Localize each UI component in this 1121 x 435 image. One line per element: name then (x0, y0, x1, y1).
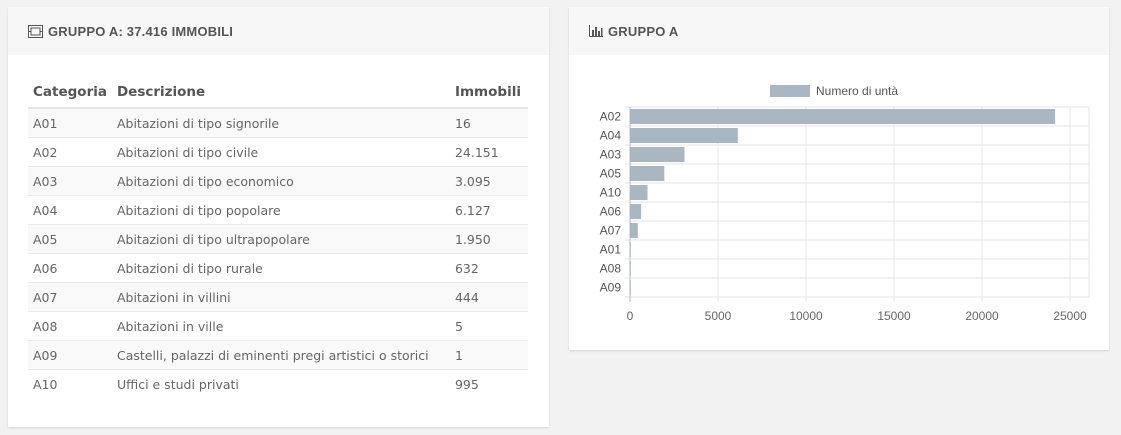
x-tick-label: 5000 (705, 309, 732, 323)
y-tick-label: A04 (600, 129, 622, 143)
cell-description: Abitazioni di tipo rurale (111, 253, 450, 283)
y-tick-label: A01 (600, 243, 622, 257)
cell-description: Abitazioni di tipo signorile (111, 107, 450, 138)
cell-category: A08 (28, 311, 112, 341)
cell-count: 632 (449, 253, 528, 283)
legend-label: Numero di untà (816, 84, 898, 98)
y-tick-label: A06 (600, 205, 622, 219)
chart-card-header: GRUPPO A (569, 7, 1109, 55)
table-row: A10 Uffici e studi privati 995 (28, 369, 528, 398)
table-row: A03 Abitazioni di tipo economico 3.095 (28, 166, 528, 196)
chart-card-title: GRUPPO A (608, 23, 679, 39)
gruppo-a-chart-card: GRUPPO A Numero di untà 0 5000 10000 15000 20… (569, 7, 1109, 350)
y-tick-label: A09 (600, 281, 622, 295)
horizontal-bar-chart: Numero di untà 0 5000 10000 15000 20000 25000 A… (600, 84, 1090, 323)
cell-category: A05 (28, 224, 112, 254)
x-tick-label: 20000 (965, 309, 999, 323)
cell-count: 6.127 (449, 195, 528, 225)
cell-count: 16 (449, 107, 528, 138)
building-icon (28, 24, 43, 38)
cell-description: Abitazioni di tipo economico (111, 166, 450, 196)
bar (630, 166, 665, 181)
cell-category: A07 (28, 282, 112, 312)
immobili-table: Categoria Descrizione Immobili A01 Abita… (28, 77, 528, 398)
cell-description: Abitazioni di tipo civile (111, 137, 450, 167)
cell-category: A02 (28, 137, 112, 167)
table-row: A07 Abitazioni in villini 444 (28, 282, 528, 312)
cell-category: A06 (28, 253, 112, 283)
cell-count: 444 (449, 282, 528, 312)
gruppo-a-table-card: GRUPPO A: 37.416 IMMOBILI Categoria Desc… (8, 7, 549, 427)
cell-description: Uffici e studi privati (111, 369, 450, 398)
table-card-title: GRUPPO A: 37.416 IMMOBILI (48, 23, 234, 39)
table-row: A08 Abitazioni in ville 5 (28, 311, 528, 341)
cell-category: A09 (28, 340, 112, 370)
x-tick-label: 10000 (789, 309, 823, 323)
table-card-header: GRUPPO A: 37.416 IMMOBILI (8, 7, 549, 55)
cell-category: A01 (28, 107, 112, 138)
cell-description: Abitazioni di tipo popolare (111, 195, 450, 225)
table-row: A02 Abitazioni di tipo civile 24.151 (28, 137, 528, 167)
cell-category: A03 (28, 166, 112, 196)
x-tick-label: 25000 (1053, 309, 1087, 323)
cell-count: 995 (449, 369, 528, 398)
bar (630, 185, 648, 200)
legend-swatch (770, 85, 810, 97)
bar (630, 128, 738, 143)
cell-description: Abitazioni di tipo ultrapopolare (111, 224, 450, 254)
header-categoria[interactable]: Categoria (28, 77, 112, 109)
y-tick-label: A08 (600, 262, 622, 276)
cell-count: 5 (449, 311, 528, 341)
cell-count: 1 (449, 340, 528, 370)
cell-count: 3.095 (449, 166, 528, 196)
cell-category: A10 (28, 369, 112, 398)
y-tick-label: A03 (600, 148, 622, 162)
cell-category: A04 (28, 195, 112, 225)
bar (630, 147, 685, 162)
table-row: A09 Castelli, palazzi di eminenti pregi … (28, 340, 528, 370)
cell-description: Abitazioni in villini (111, 282, 450, 312)
table-row: A04 Abitazioni di tipo popolare 6.127 (28, 195, 528, 225)
table-row: A01 Abitazioni di tipo signorile 16 (28, 107, 528, 138)
y-tick-label: A02 (600, 110, 622, 124)
header-immobili[interactable]: Immobili (449, 77, 528, 109)
bar (630, 242, 631, 257)
y-tick-label: A05 (600, 167, 622, 181)
x-tick-label: 0 (627, 309, 634, 323)
table-header-row: Categoria Descrizione Immobili (28, 77, 528, 109)
bar (630, 204, 642, 219)
cell-count: 1.950 (449, 224, 528, 254)
table-row: A05 Abitazioni di tipo ultrapopolare 1.9… (28, 224, 528, 254)
header-descrizione[interactable]: Descrizione (111, 77, 450, 109)
cell-count: 24.151 (449, 137, 528, 167)
y-tick-label: A07 (600, 224, 622, 238)
y-tick-label: A10 (600, 186, 622, 200)
x-tick-label: 15000 (877, 309, 911, 323)
bar (630, 261, 631, 276)
table-row: A06 Abitazioni di tipo rurale 632 (28, 253, 528, 283)
bar (630, 280, 631, 295)
bar (630, 223, 638, 238)
bar (630, 109, 1056, 124)
bar-chart-icon (589, 25, 603, 37)
cell-description: Castelli, palazzi di eminenti pregi arti… (111, 340, 450, 370)
cell-description: Abitazioni in ville (111, 311, 450, 341)
